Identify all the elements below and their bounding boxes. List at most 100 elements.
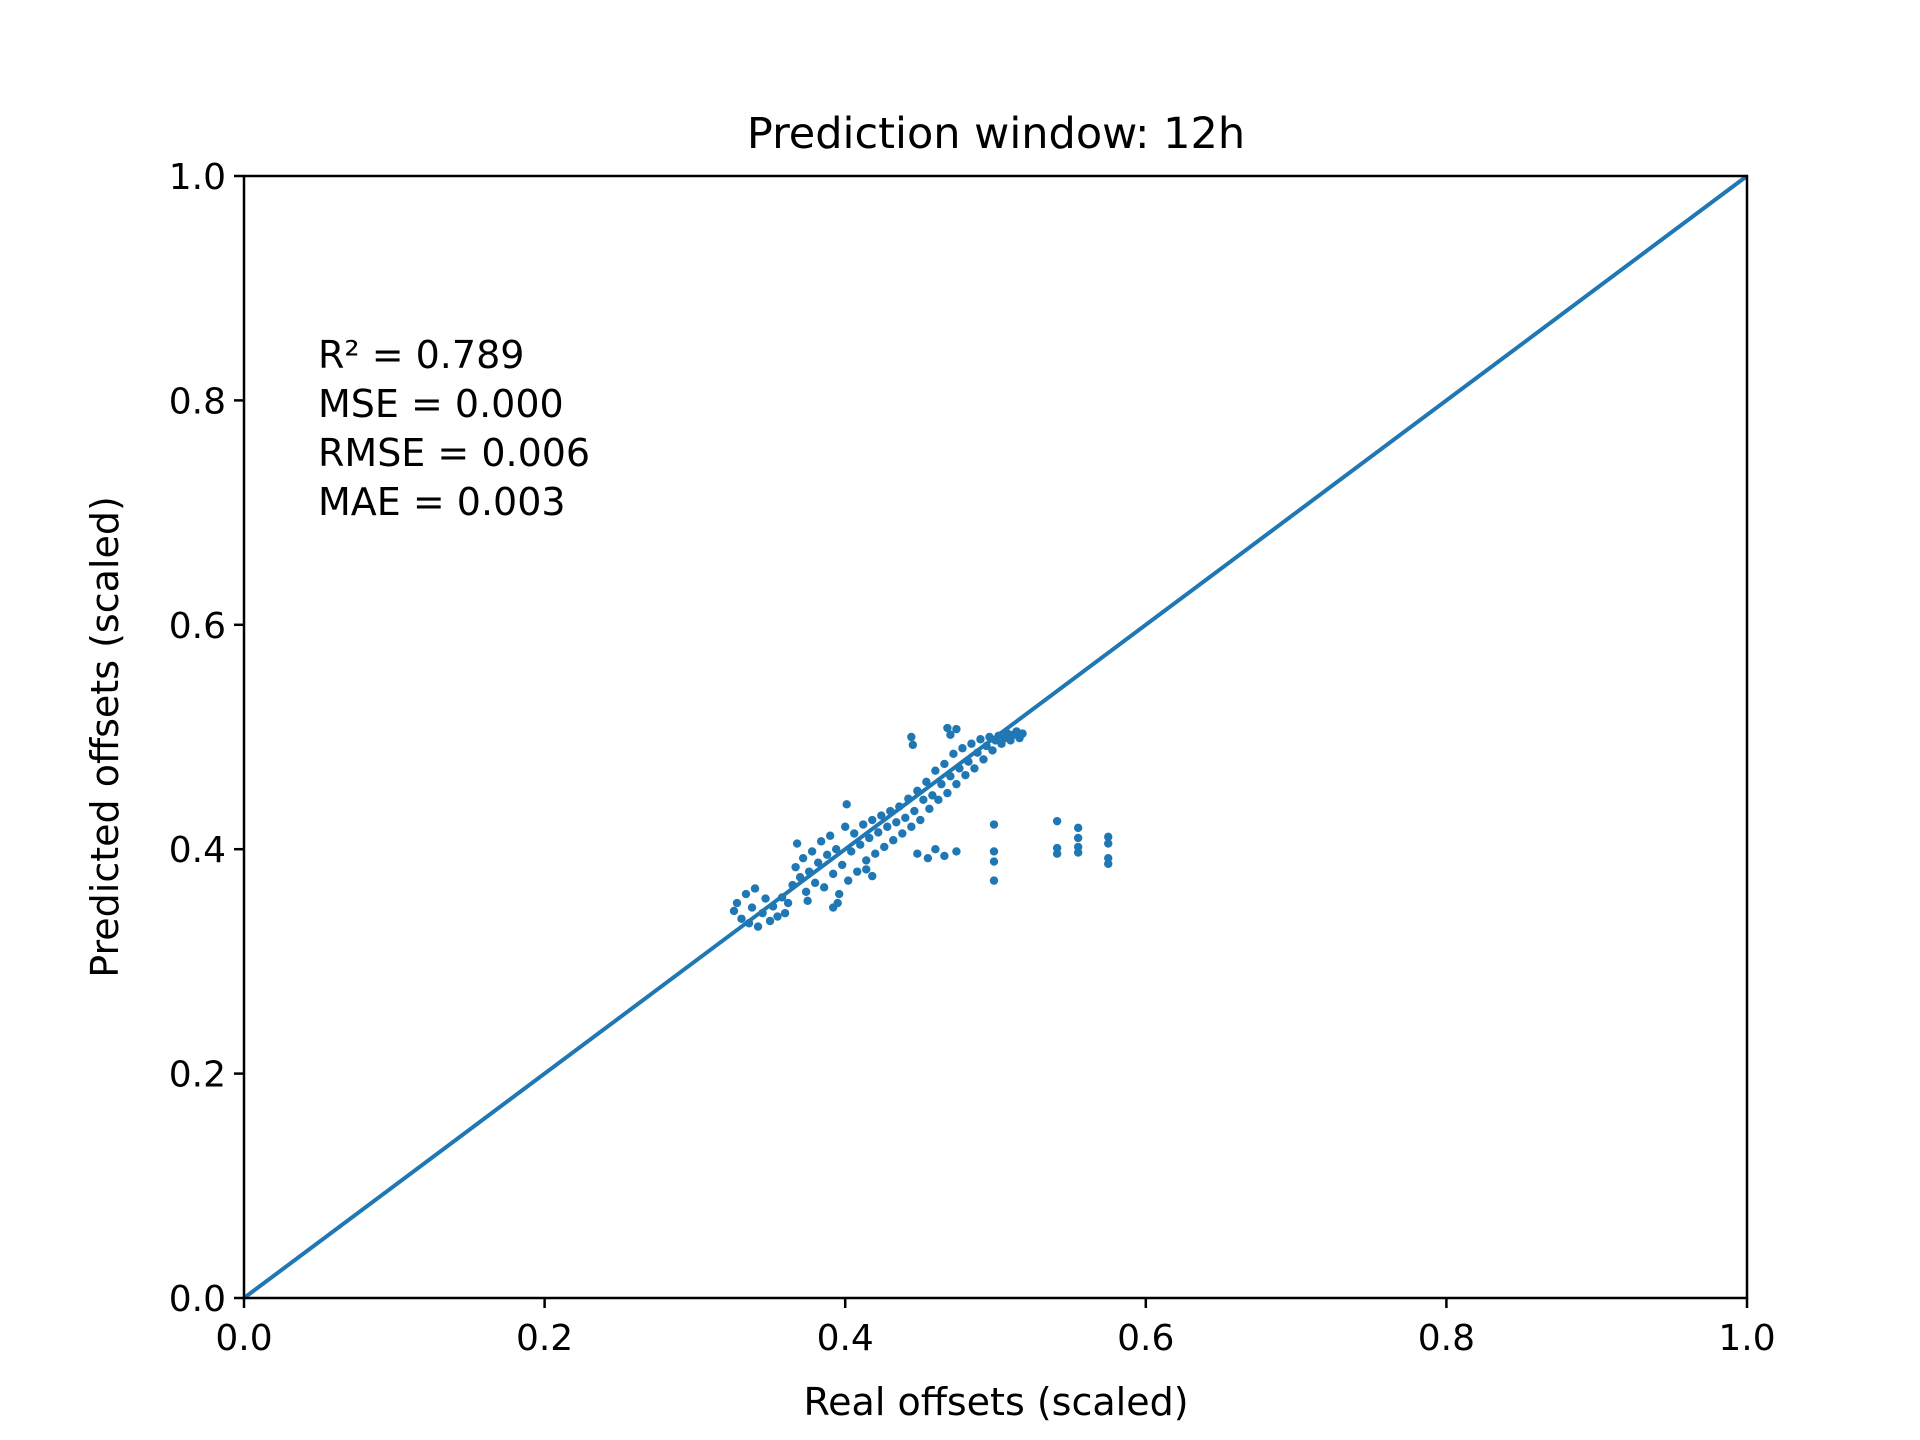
- scatter-point: [907, 732, 916, 742]
- scatter-point: [798, 853, 808, 863]
- scatter-point: [834, 889, 844, 899]
- scatter-point: [946, 730, 955, 739]
- scatter-point: [976, 735, 985, 744]
- scatter-point: [901, 813, 910, 822]
- scatter-point: [841, 822, 850, 831]
- scatter-point: [923, 853, 933, 863]
- scatter-point: [729, 906, 739, 916]
- y-axis: 0.0 0.2 0.4 0.6 0.8 1.0: [169, 157, 244, 1320]
- scatter-point: [816, 837, 826, 846]
- scatter-point: [940, 851, 949, 861]
- scatter-point: [943, 723, 952, 733]
- scatter-point: [880, 842, 889, 852]
- scatter-point: [865, 833, 874, 843]
- x-axis-label: Real offsets (scaled): [803, 1380, 1188, 1424]
- scatter-point: [937, 779, 946, 789]
- x-tick-label: 0.2: [516, 1318, 573, 1359]
- scatter-point: [842, 800, 851, 809]
- y-tick-label: 0.0: [169, 1279, 226, 1320]
- scatter-point: [989, 857, 999, 866]
- scatter-point: [958, 744, 967, 753]
- plot-frame: [242, 174, 1749, 1300]
- scatter-point: [783, 898, 793, 908]
- y-tick-label: 0.2: [169, 1055, 226, 1096]
- scatter-point: [1104, 832, 1113, 842]
- y-tick-label: 1.0: [169, 157, 226, 198]
- scatter-point: [928, 791, 937, 800]
- scatter-point: [847, 847, 856, 856]
- scatter-point: [753, 922, 763, 931]
- reference-line: [242, 174, 1749, 1300]
- x-tick-label: 0.0: [215, 1318, 272, 1359]
- stats-line: R² = 0.789: [318, 333, 524, 377]
- scatter-point: [828, 903, 838, 912]
- scatter-point: [910, 806, 919, 816]
- scatter-point: [877, 811, 886, 820]
- scatter-point: [1104, 839, 1113, 848]
- scatter-point: [922, 777, 931, 787]
- scatter-point: [1073, 848, 1083, 857]
- y-axis-label: Predicted offsets (scaled): [83, 496, 127, 978]
- scatter-point: [825, 831, 835, 840]
- scatter-point: [892, 818, 901, 827]
- stats-line: MSE = 0.000: [318, 382, 564, 426]
- scatter-point: [856, 840, 865, 849]
- scatter-point: [1073, 823, 1083, 833]
- scatter-point: [862, 865, 871, 874]
- scatter-point: [780, 908, 790, 918]
- scatter-point: [1073, 833, 1083, 843]
- y-tick-label: 0.8: [169, 381, 226, 422]
- scatter-point: [979, 755, 988, 764]
- scatter-point: [813, 858, 823, 867]
- scatter-point: [747, 903, 757, 912]
- scatter-point: [908, 740, 918, 750]
- scatter-point: [989, 876, 999, 885]
- scatter-point: [750, 884, 760, 893]
- y-tick-label: 0.4: [169, 830, 226, 871]
- scatter-point: [952, 779, 961, 789]
- scatter-point: [792, 839, 802, 848]
- stats-line: RMSE = 0.006: [318, 431, 590, 475]
- scatter-point: [989, 847, 999, 856]
- scatter-point: [952, 724, 961, 734]
- scatter-point: [741, 889, 751, 899]
- scatter-point: [871, 849, 880, 858]
- x-tick-label: 0.8: [1418, 1318, 1475, 1359]
- y-tick-label: 0.6: [169, 606, 226, 647]
- scatter-point: [810, 878, 820, 888]
- scatter-point: [828, 869, 838, 879]
- scatter-point: [807, 847, 817, 856]
- scatter-point: [907, 822, 916, 831]
- scatter-point: [868, 871, 877, 881]
- scatter-point: [916, 815, 925, 825]
- scatter-point: [837, 860, 847, 870]
- scatter-point: [934, 795, 943, 805]
- x-tick-label: 0.6: [1117, 1318, 1174, 1359]
- scatter-point: [919, 795, 928, 805]
- scatter-point: [761, 894, 770, 903]
- scatter-point: [862, 856, 871, 865]
- chart-title: Prediction window: 12h: [747, 109, 1245, 159]
- scatter-point: [889, 836, 898, 845]
- scatter-point: [913, 849, 922, 858]
- scatter-point: [803, 896, 812, 906]
- scatter-point: [988, 746, 997, 755]
- scatter-point: [943, 788, 952, 798]
- scatter-point: [1104, 859, 1113, 868]
- scatter-point: [853, 867, 862, 876]
- plot-area: [242, 174, 1749, 1300]
- scatter-point: [925, 804, 934, 814]
- scatter-point: [989, 820, 999, 829]
- scatter-point: [822, 850, 832, 860]
- scatter-point: [883, 822, 892, 831]
- scatter-point: [961, 770, 970, 780]
- stats-annotation: R² = 0.789 MSE = 0.000 RMSE = 0.006 MAE = 0…: [318, 333, 590, 524]
- scatter-point: [791, 862, 800, 872]
- scatter-point: [773, 912, 782, 921]
- scatter-point: [898, 829, 907, 838]
- x-tick-label: 1.0: [1718, 1318, 1775, 1359]
- scatter-point: [801, 887, 811, 897]
- scatter-point: [859, 820, 868, 829]
